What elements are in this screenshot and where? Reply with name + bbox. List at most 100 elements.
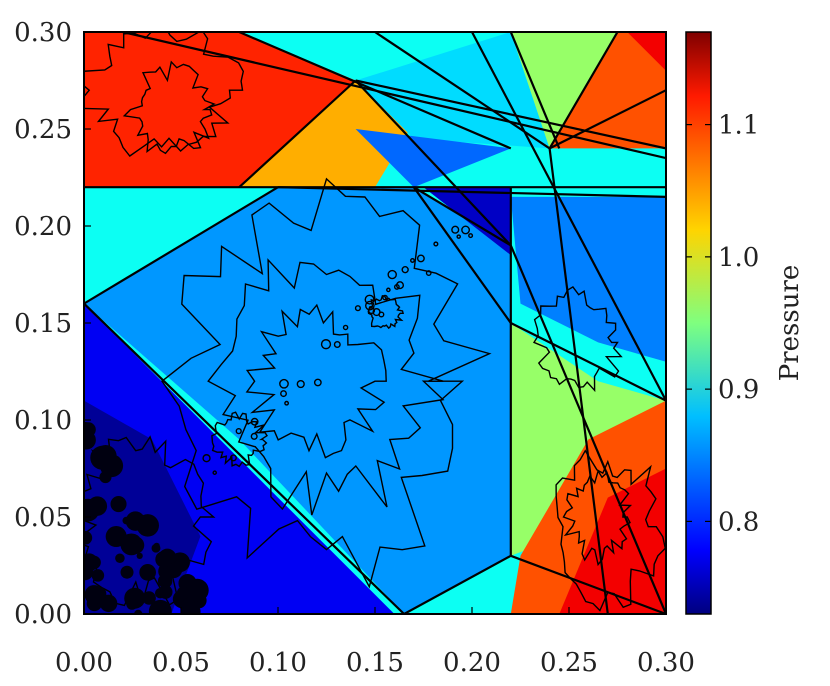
x-tick-label: 0.25 xyxy=(540,648,598,678)
shock-line xyxy=(413,186,512,247)
x-tick-label: 0.30 xyxy=(637,648,695,678)
contour-loop xyxy=(161,177,492,589)
eddy-marker xyxy=(416,254,425,263)
eddy-marker xyxy=(313,378,322,387)
turbulence-blob xyxy=(136,552,143,560)
eddy-marker xyxy=(364,294,375,305)
colorbar-label: Pressure xyxy=(775,265,805,382)
eddy-marker xyxy=(333,341,341,348)
turbulence-blob xyxy=(185,578,209,602)
shock-line xyxy=(355,79,666,150)
contour-loop xyxy=(122,60,216,155)
pressure-region xyxy=(84,187,511,614)
x-tick-label: 0.00 xyxy=(55,648,113,678)
shock-line xyxy=(510,554,666,614)
pressure-region xyxy=(627,32,666,71)
pressure-region xyxy=(423,187,511,256)
eddy-marker xyxy=(395,281,405,290)
y-tick-label: 0.20 xyxy=(14,212,72,242)
turbulence-blob xyxy=(91,569,105,582)
pressure-region xyxy=(549,32,666,149)
turbulence-blob xyxy=(110,496,127,513)
shock-line xyxy=(84,302,405,614)
x-tick-label: 0.20 xyxy=(443,648,501,678)
colorbar-tick-label: 1.1 xyxy=(718,111,759,141)
y-tick-label: 0.05 xyxy=(14,503,72,533)
shock-line xyxy=(84,186,279,305)
turbulence-blob xyxy=(99,594,118,613)
x-tick-label: 0.10 xyxy=(249,648,307,678)
turbulence-blob xyxy=(142,591,156,605)
eddy-marker xyxy=(386,287,391,293)
shock-line xyxy=(412,186,512,324)
shock-line xyxy=(548,148,609,614)
x-axis-ticks: 0.00 0.05 0.10 0.15 0.20 0.25 0.30 xyxy=(55,607,695,678)
shock-line xyxy=(471,32,666,402)
contour-loop xyxy=(562,469,633,567)
contour-loop xyxy=(245,303,387,459)
contour-loop xyxy=(207,258,445,516)
y-tick-label: 0.15 xyxy=(14,309,72,339)
shock-line xyxy=(509,32,561,149)
eddy-marker xyxy=(382,294,388,301)
shock-line xyxy=(374,32,551,150)
pressure-region xyxy=(510,196,666,362)
eddy-marker xyxy=(364,300,375,311)
turbulence-blob xyxy=(120,565,134,579)
eddy-marker xyxy=(342,324,349,331)
eddy-marker xyxy=(235,428,242,435)
y-tick-label: 0.25 xyxy=(14,115,72,145)
y-axis-ticks: 0.00 0.05 0.10 0.15 0.20 0.25 0.30 xyxy=(14,18,91,630)
turbulence-blob xyxy=(94,445,117,467)
turbulence-blob xyxy=(158,585,173,599)
y-tick-label: 0.00 xyxy=(14,600,72,630)
shock-line xyxy=(277,186,666,198)
contour-loop xyxy=(367,295,405,330)
x-tick-label: 0.05 xyxy=(152,648,210,678)
colorbar-tick-label: 1.0 xyxy=(718,243,759,273)
eddy-marker xyxy=(202,454,211,463)
turbulence-blob xyxy=(155,551,172,568)
shock-line xyxy=(549,89,666,150)
eddy-marker xyxy=(354,305,361,312)
turbulence-blob xyxy=(139,564,156,581)
shock-line xyxy=(238,79,357,189)
eddy-marker xyxy=(250,417,259,426)
turbulence-blob xyxy=(126,536,145,554)
turbulence-blob xyxy=(173,560,181,568)
eddy-marker xyxy=(425,270,432,277)
turbulence-blob xyxy=(115,553,125,564)
eddy-marker xyxy=(320,339,332,350)
shock-line xyxy=(403,554,512,614)
turbulence-blob xyxy=(151,543,161,553)
pressure-region xyxy=(355,129,511,188)
eddy-marker xyxy=(296,379,305,389)
pressure-field xyxy=(84,32,666,614)
eddy-marker xyxy=(279,378,289,389)
turbulence-blob xyxy=(122,516,131,525)
shock-line xyxy=(510,322,666,402)
colorbar-tick-label: 0.9 xyxy=(718,375,759,405)
shock-line xyxy=(548,32,619,149)
eddy-marker xyxy=(461,225,471,235)
y-tick-label: 0.30 xyxy=(14,18,72,48)
eddy-marker xyxy=(229,454,237,462)
eddy-marker xyxy=(212,470,217,475)
turbulence-blob xyxy=(134,609,143,614)
colorbar-ticks: 0.8 0.9 1.0 1.1 xyxy=(686,111,759,537)
turbulence-blob xyxy=(136,514,159,537)
shock-line xyxy=(122,32,666,160)
eddy-marker xyxy=(284,400,290,406)
turbulence-blob xyxy=(84,585,104,605)
turbulence-blob xyxy=(84,498,100,522)
contour-loop xyxy=(84,32,245,157)
eddy-marker xyxy=(451,225,460,234)
turbulence-blob xyxy=(148,599,172,614)
contour-loop xyxy=(555,449,666,612)
y-tick-label: 0.10 xyxy=(14,406,72,436)
eddy-marker xyxy=(468,233,474,239)
shock-line xyxy=(509,244,666,614)
colorbar: 0.8 0.9 1.0 1.1 Pressure xyxy=(685,31,805,615)
eddy-marker xyxy=(250,432,258,440)
